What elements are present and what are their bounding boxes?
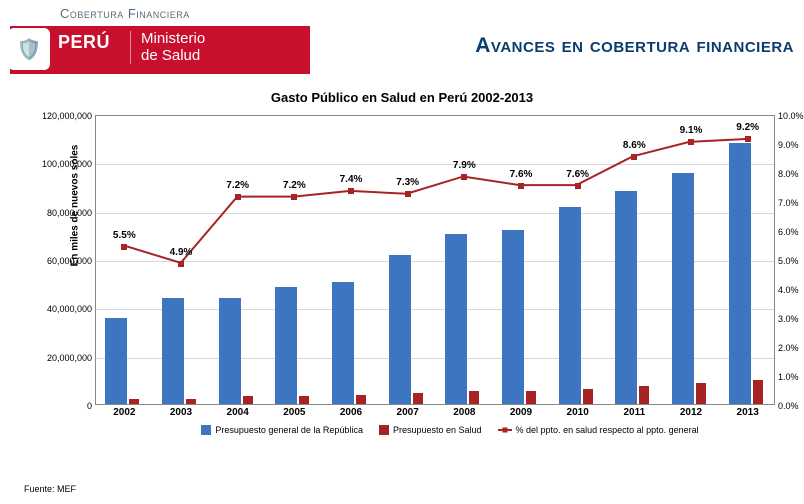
y-right-tick-label: 5.0% bbox=[774, 256, 799, 266]
line-data-label: 9.2% bbox=[736, 122, 759, 133]
legend-label: Presupuesto en Salud bbox=[393, 425, 482, 435]
bar-budget-general bbox=[445, 234, 467, 404]
bar-budget-general bbox=[219, 298, 241, 404]
section-label: Cobertura Financiera bbox=[60, 6, 190, 21]
legend-swatch bbox=[498, 429, 512, 431]
bar-budget-health bbox=[753, 380, 763, 404]
y-right-tick-label: 7.0% bbox=[774, 198, 799, 208]
x-tick-label: 2002 bbox=[113, 404, 135, 418]
line-marker bbox=[235, 194, 241, 200]
y-left-tick-label: 100,000,000 bbox=[42, 159, 96, 169]
y-left-tick-label: 80,000,000 bbox=[47, 208, 96, 218]
line-marker bbox=[461, 174, 467, 180]
line-marker bbox=[405, 191, 411, 197]
bar-budget-health bbox=[526, 391, 536, 404]
legend: Presupuesto general de la República Presu… bbox=[130, 425, 770, 435]
line-marker bbox=[688, 139, 694, 145]
legend-label: % del ppto. en salud respecto al ppto. g… bbox=[516, 425, 699, 435]
peru-label: PERÚ bbox=[58, 32, 110, 53]
x-tick-label: 2010 bbox=[567, 404, 589, 418]
y-left-tick-label: 40,000,000 bbox=[47, 304, 96, 314]
y-right-tick-label: 9.0% bbox=[774, 140, 799, 150]
y-left-tick-label: 20,000,000 bbox=[47, 353, 96, 363]
line-data-label: 8.6% bbox=[623, 140, 646, 151]
line-data-label: 7.4% bbox=[340, 174, 363, 185]
peru-shield-icon: 🛡️ bbox=[8, 28, 50, 70]
bar-budget-health bbox=[356, 395, 366, 404]
y-right-tick-label: 10.0% bbox=[774, 111, 804, 121]
line-marker bbox=[178, 261, 184, 267]
ministry-strip: 🛡️ PERÚ Ministerio de Salud bbox=[10, 26, 310, 74]
legend-swatch bbox=[379, 425, 389, 435]
chart-title: Gasto Público en Salud en Perú 2002-2013 bbox=[0, 90, 804, 105]
y-right-tick-label: 1.0% bbox=[774, 372, 799, 382]
bar-budget-general bbox=[275, 287, 297, 404]
bar-budget-general bbox=[105, 318, 127, 404]
x-tick-label: 2009 bbox=[510, 404, 532, 418]
legend-item: Presupuesto en Salud bbox=[379, 425, 482, 435]
slide-title: Avances en cobertura financiera bbox=[475, 34, 794, 58]
bar-budget-general bbox=[162, 298, 184, 404]
bar-budget-general bbox=[502, 230, 524, 404]
line-data-label: 7.6% bbox=[510, 169, 533, 180]
x-tick-label: 2006 bbox=[340, 404, 362, 418]
y-right-tick-label: 6.0% bbox=[774, 227, 799, 237]
line-data-label: 7.9% bbox=[453, 160, 476, 171]
line-marker bbox=[518, 183, 524, 189]
line-data-label: 7.2% bbox=[283, 180, 306, 191]
line-data-label: 7.2% bbox=[226, 180, 249, 191]
source-note: Fuente: MEF bbox=[24, 484, 76, 494]
line-data-label: 7.3% bbox=[396, 177, 419, 188]
x-tick-label: 2012 bbox=[680, 404, 702, 418]
y-left-tick-label: 0 bbox=[87, 401, 96, 411]
line-marker bbox=[348, 188, 354, 194]
legend-item: % del ppto. en salud respecto al ppto. g… bbox=[498, 425, 699, 435]
bar-budget-health bbox=[469, 391, 479, 404]
bar-budget-general bbox=[615, 191, 637, 404]
bar-budget-general bbox=[389, 255, 411, 404]
line-marker bbox=[575, 183, 581, 189]
chart-plot-area: 020,000,00040,000,00060,000,00080,000,00… bbox=[95, 115, 775, 405]
line-data-label: 9.1% bbox=[680, 125, 703, 136]
bar-budget-general bbox=[332, 282, 354, 404]
legend-item: Presupuesto general de la República bbox=[201, 425, 363, 435]
y-left-tick-label: 120,000,000 bbox=[42, 111, 96, 121]
y-right-tick-label: 2.0% bbox=[774, 343, 799, 353]
line-marker bbox=[745, 136, 751, 142]
line-data-label: 7.6% bbox=[566, 169, 589, 180]
bar-budget-general bbox=[672, 173, 694, 404]
y-right-tick-label: 3.0% bbox=[774, 314, 799, 324]
x-tick-label: 2008 bbox=[453, 404, 475, 418]
x-tick-label: 2005 bbox=[283, 404, 305, 418]
header-band: 🛡️ PERÚ Ministerio de Salud Avances en c… bbox=[0, 26, 804, 74]
line-marker bbox=[631, 154, 637, 160]
bar-budget-health bbox=[696, 383, 706, 404]
y-left-tick-label: 60,000,000 bbox=[47, 256, 96, 266]
gridline bbox=[96, 164, 774, 165]
x-tick-label: 2007 bbox=[397, 404, 419, 418]
x-tick-label: 2003 bbox=[170, 404, 192, 418]
bar-budget-general bbox=[559, 207, 581, 404]
bar-budget-health bbox=[639, 386, 649, 404]
line-data-label: 5.5% bbox=[113, 230, 136, 241]
x-tick-label: 2011 bbox=[623, 404, 645, 418]
y-right-tick-label: 4.0% bbox=[774, 285, 799, 295]
bar-budget-health bbox=[243, 396, 253, 404]
line-marker bbox=[121, 244, 127, 250]
bar-budget-health bbox=[413, 393, 423, 404]
x-tick-label: 2013 bbox=[737, 404, 759, 418]
ministry-line1: Ministerio bbox=[141, 31, 205, 48]
line-data-label: 4.9% bbox=[170, 247, 193, 258]
y-right-tick-label: 0.0% bbox=[774, 401, 799, 411]
legend-swatch bbox=[201, 425, 211, 435]
bar-budget-health bbox=[583, 389, 593, 404]
y-right-tick-label: 8.0% bbox=[774, 169, 799, 179]
legend-label: Presupuesto general de la República bbox=[215, 425, 363, 435]
ministry-line2: de Salud bbox=[141, 48, 205, 65]
line-marker bbox=[291, 194, 297, 200]
bar-budget-health bbox=[299, 396, 309, 404]
x-tick-label: 2004 bbox=[227, 404, 249, 418]
ministry-name: Ministerio de Salud bbox=[130, 31, 205, 64]
bar-budget-general bbox=[729, 143, 751, 404]
